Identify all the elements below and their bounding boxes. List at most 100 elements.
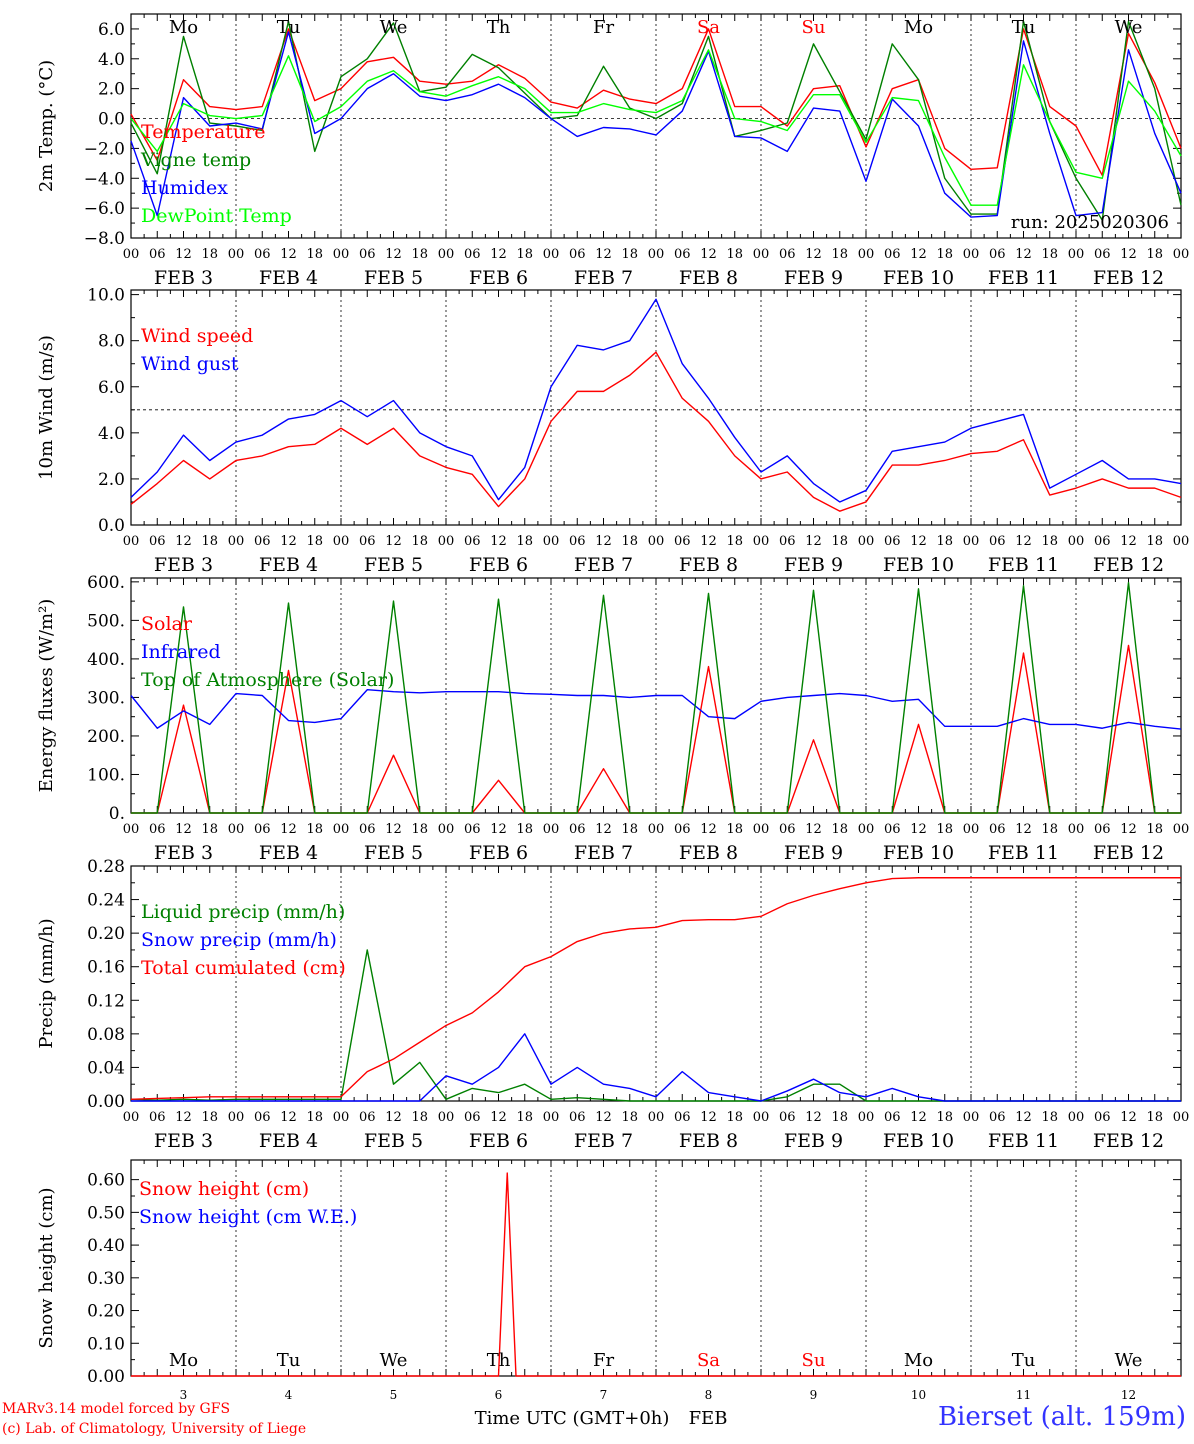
x-day-label: FEB 5: [364, 267, 423, 289]
weekday-label: Mo: [169, 1350, 198, 1371]
x-hour-label: 12: [490, 822, 507, 837]
x-hour-label: 18: [831, 1110, 848, 1125]
x-day-label: FEB 7: [574, 267, 633, 289]
y-tick-label: 2.0: [98, 470, 125, 490]
day-number-label: 8: [705, 1388, 713, 1402]
x-hour-label: 18: [831, 247, 848, 262]
x-axis-title: Time UTC (GMT+0h): [475, 1408, 670, 1429]
x-hour-label: 06: [464, 822, 481, 837]
x-day-label: FEB 8: [679, 1130, 738, 1152]
x-hour-label: 00: [333, 1110, 350, 1125]
x-hour-label: 12: [595, 534, 612, 549]
x-hour-label: 00: [753, 247, 770, 262]
x-hour-label: 00: [963, 534, 980, 549]
x-hour-label: 06: [254, 247, 271, 262]
y-tick-label: −4.0: [84, 169, 125, 189]
x-axis-month: FEB: [689, 1408, 728, 1429]
x-day-label: FEB 9: [784, 1130, 843, 1152]
legend-entry: Total cumulated (cm): [141, 957, 346, 979]
weekday-label: Tu: [277, 17, 301, 38]
weekday-label: Fr: [593, 17, 614, 38]
x-hour-label: 12: [175, 534, 192, 549]
y-axis-label: Snow height (cm): [36, 1187, 57, 1348]
x-hour-label: 06: [1094, 534, 1111, 549]
x-day-label: FEB 4: [259, 1130, 318, 1152]
y-tick-label: 0.28: [87, 857, 125, 877]
x-hour-label: 00: [333, 534, 350, 549]
x-hour-label: 06: [779, 1110, 796, 1125]
x-day-label: FEB 4: [259, 842, 318, 864]
x-hour-label: 12: [490, 247, 507, 262]
x-day-label: FEB 5: [364, 554, 423, 576]
day-number-label: 4: [285, 1388, 293, 1402]
x-hour-label: 00: [438, 822, 455, 837]
x-hour-label: 06: [884, 1110, 901, 1125]
legend-entry: Snow precip (mm/h): [141, 929, 337, 951]
x-day-label: FEB 12: [1093, 554, 1164, 576]
y-tick-label: 0.: [109, 804, 125, 824]
x-hour-label: 18: [411, 822, 428, 837]
x-hour-label: 00: [123, 247, 140, 262]
x-hour-label: 00: [648, 534, 665, 549]
y-tick-label: 0.08: [87, 1025, 125, 1045]
x-hour-label: 06: [674, 822, 691, 837]
x-hour-label: 00: [1173, 534, 1190, 549]
x-hour-label: 00: [1068, 1110, 1085, 1125]
x-hour-label: 06: [569, 247, 586, 262]
run-annotation: run: 2025020306: [1011, 212, 1169, 233]
x-hour-label: 12: [805, 534, 822, 549]
x-day-label: FEB 8: [679, 267, 738, 289]
x-hour-label: 12: [910, 534, 927, 549]
x-hour-label: 18: [936, 247, 953, 262]
y-tick-label: 0.60: [87, 1171, 125, 1191]
x-hour-label: 00: [123, 1110, 140, 1125]
x-hour-label: 06: [884, 534, 901, 549]
y-axis-label: 10m Wind (m/s): [36, 335, 57, 480]
legend-entry: Wind speed: [141, 325, 253, 347]
x-hour-label: 18: [726, 534, 743, 549]
series-line-green: [130, 20, 1182, 221]
x-hour-label: 06: [254, 822, 271, 837]
x-hour-label: 06: [149, 822, 166, 837]
x-day-label: FEB 12: [1093, 1130, 1164, 1152]
x-hour-label: 12: [910, 822, 927, 837]
x-hour-label: 12: [595, 822, 612, 837]
y-tick-label: 0.12: [87, 991, 125, 1011]
x-hour-label: 18: [201, 534, 218, 549]
x-hour-label: 00: [858, 1110, 875, 1125]
series-line-red: [131, 1172, 1181, 1377]
day-number-label: 5: [390, 1388, 398, 1402]
x-day-label: FEB 7: [574, 1130, 633, 1152]
x-hour-label: 06: [884, 247, 901, 262]
x-hour-label: 00: [1173, 247, 1190, 262]
x-day-label: FEB 11: [988, 554, 1059, 576]
x-hour-label: 12: [595, 1110, 612, 1125]
x-hour-label: 12: [910, 1110, 927, 1125]
x-hour-label: 00: [228, 534, 245, 549]
x-day-label: FEB 5: [364, 842, 423, 864]
legend-entry: Infrared: [141, 641, 221, 663]
x-hour-label: 12: [805, 247, 822, 262]
x-hour-label: 00: [1068, 534, 1085, 549]
x-hour-label: 06: [989, 822, 1006, 837]
weekday-label: We: [380, 17, 408, 38]
y-tick-label: 0.10: [87, 1334, 125, 1354]
x-hour-label: 06: [779, 247, 796, 262]
x-hour-label: 06: [359, 1110, 376, 1125]
x-hour-label: 06: [1094, 822, 1111, 837]
x-hour-label: 12: [805, 1110, 822, 1125]
weekday-label: Tu: [1012, 1350, 1036, 1371]
weekday-label: Su: [802, 1350, 826, 1371]
x-hour-label: 12: [595, 247, 612, 262]
x-day-label: FEB 9: [784, 842, 843, 864]
x-day-label: FEB 11: [988, 842, 1059, 864]
x-hour-label: 00: [543, 1110, 560, 1125]
x-day-label: FEB 3: [154, 1130, 213, 1152]
x-hour-label: 06: [569, 822, 586, 837]
x-hour-label: 18: [1041, 247, 1058, 262]
y-tick-label: 0.00: [87, 1367, 125, 1387]
x-hour-label: 18: [411, 247, 428, 262]
x-hour-label: 18: [201, 822, 218, 837]
legend-entry: DewPoint Temp: [141, 205, 292, 227]
x-day-label: FEB 9: [784, 554, 843, 576]
